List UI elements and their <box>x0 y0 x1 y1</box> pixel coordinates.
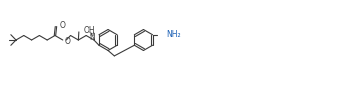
Text: O: O <box>60 21 66 30</box>
Text: O: O <box>64 37 70 46</box>
Text: H: H <box>90 33 94 37</box>
Text: NH₂: NH₂ <box>166 30 181 39</box>
Text: OH: OH <box>84 26 95 35</box>
Text: N: N <box>89 34 95 42</box>
